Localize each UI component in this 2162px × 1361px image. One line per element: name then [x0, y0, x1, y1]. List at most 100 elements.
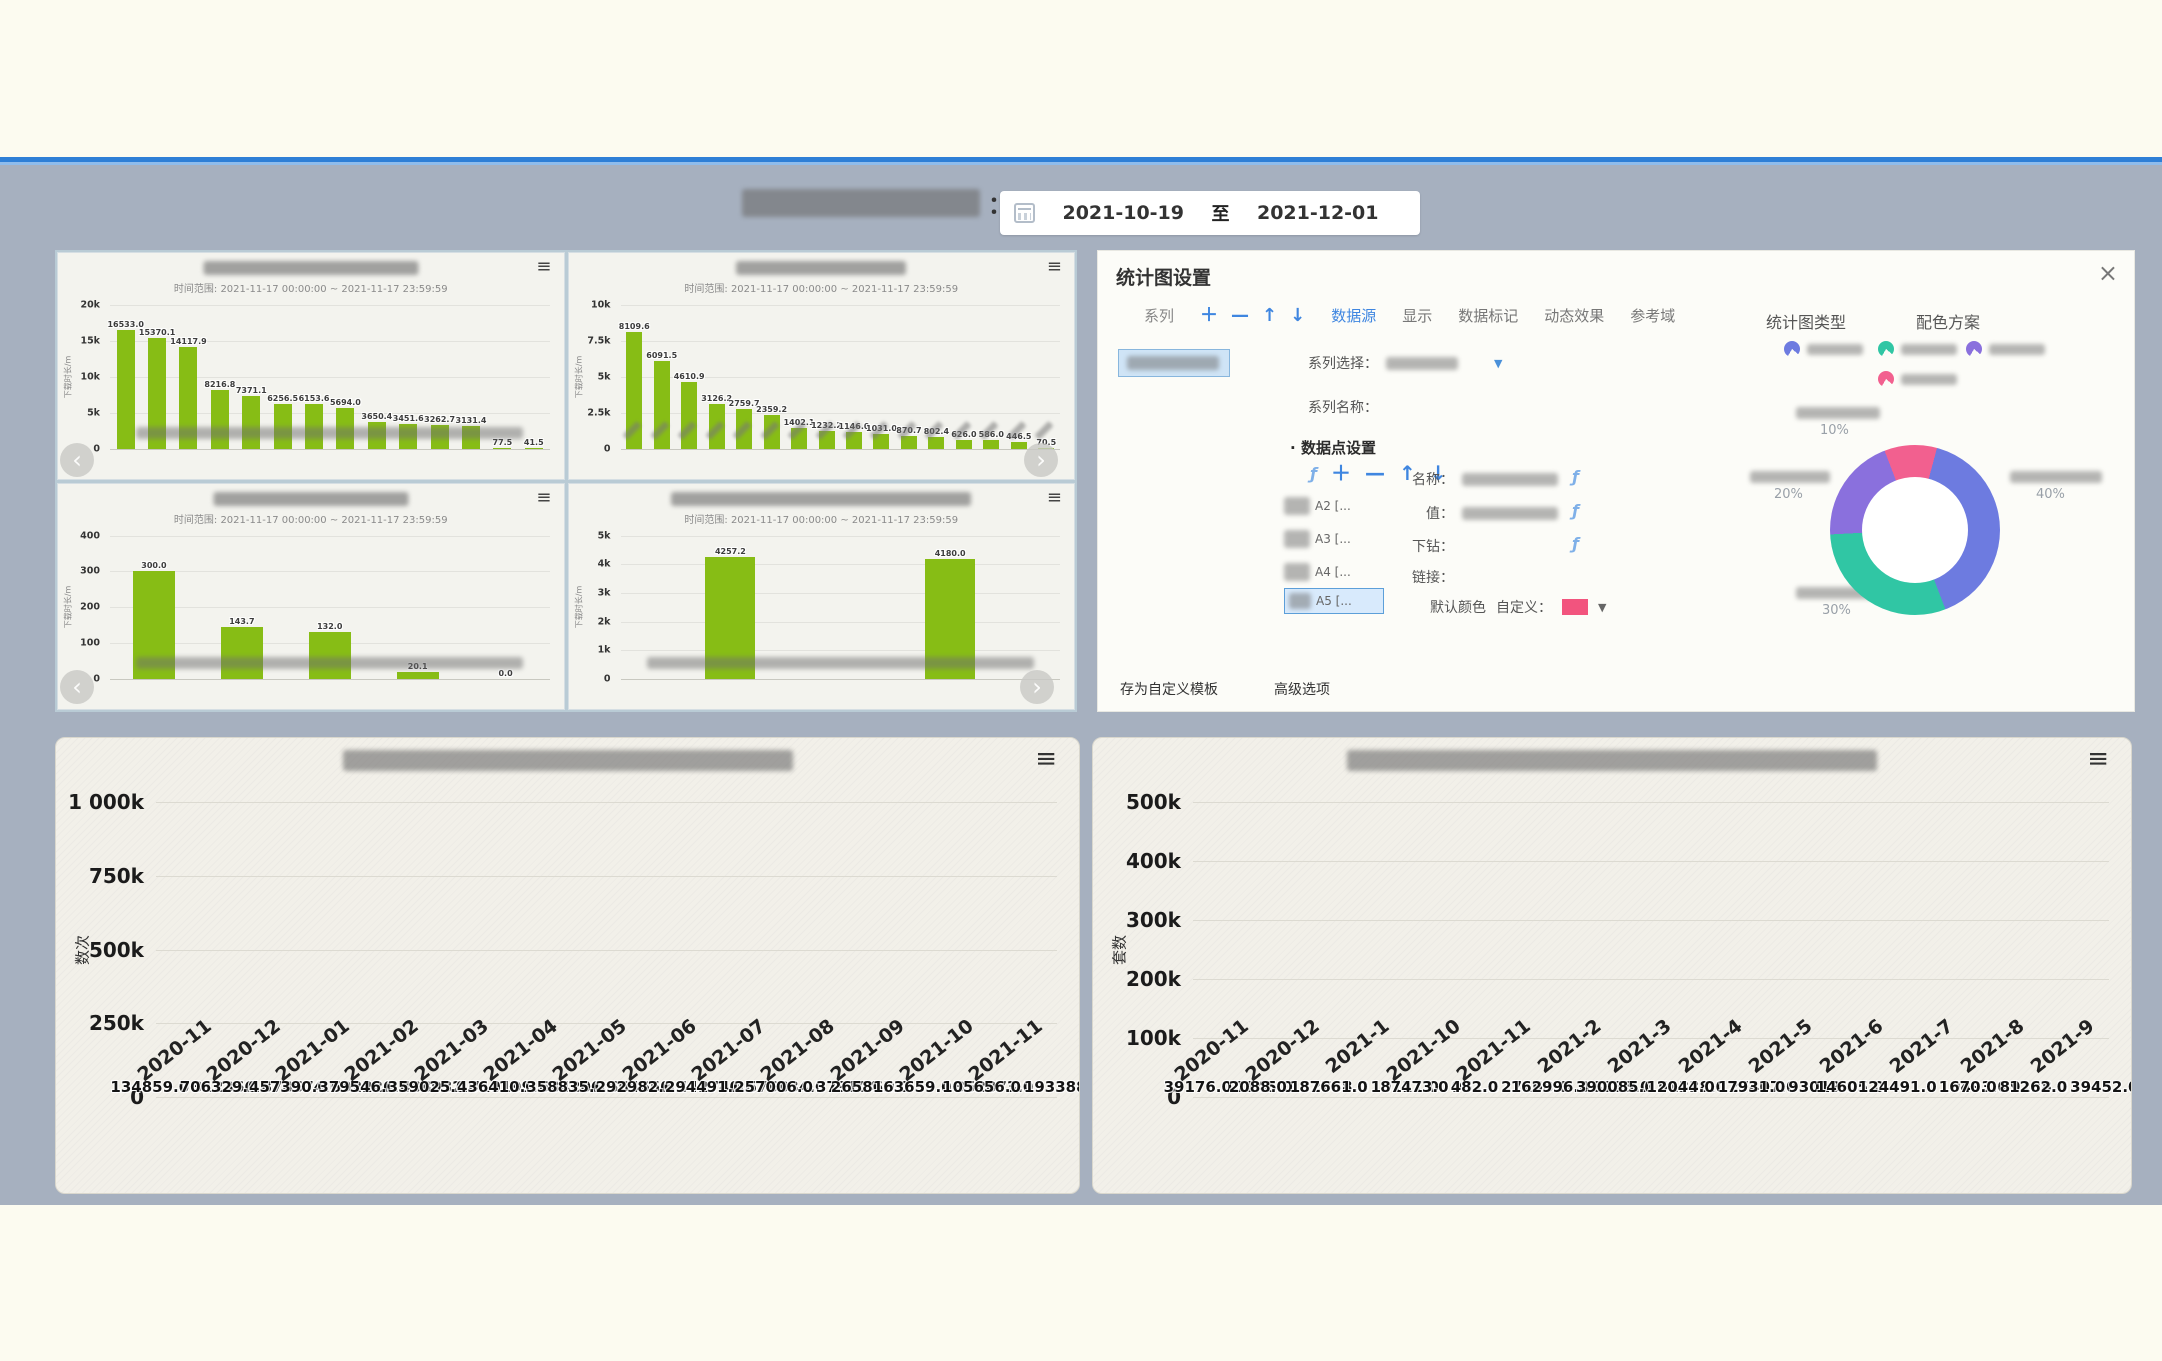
bar-group: 359025.0 710199.0: [388, 802, 549, 1097]
date-start-input[interactable]: 2021-10-19: [1062, 202, 1185, 224]
page-divider-line-light: [0, 162, 2162, 165]
tab-datasource[interactable]: 数据源: [1331, 307, 1377, 325]
redacted-option-label: [1901, 373, 1957, 385]
tab-data-marker[interactable]: 数据标记: [1458, 307, 1519, 325]
chart-type-option-4[interactable]: [1878, 371, 1957, 387]
chart-menu-icon[interactable]: ≡: [1046, 486, 1062, 508]
move-up-icon[interactable]: ↑: [1262, 304, 1278, 326]
list-item[interactable]: A2 [...: [1284, 489, 1384, 522]
y-tick-label: 2k: [597, 616, 611, 628]
add-icon[interactable]: ＋: [1200, 304, 1219, 326]
bar-value-label: 482.0: [1450, 1078, 1499, 1096]
carousel-prev-button[interactable]: ‹: [60, 443, 94, 477]
gridline: [156, 1023, 1057, 1025]
chart-menu-icon[interactable]: ≡: [2087, 744, 2109, 774]
bar-value-label: 127407.0: [1717, 1078, 1797, 1096]
bar-group: 294491.0 576834.0: [665, 802, 826, 1097]
bar-value-label: 3451.6: [392, 413, 424, 423]
bar-value-label: 961.0: [1451, 1078, 1500, 1096]
datapoint-up-icon[interactable]: ↑: [1398, 461, 1416, 485]
chart-menu-icon[interactable]: ≡: [536, 486, 552, 508]
redacted-x-label: [758, 425, 785, 443]
date-end-input[interactable]: 2021-12-01: [1256, 202, 1379, 224]
name-field-label: 名称：: [1412, 472, 1454, 488]
tab-reference[interactable]: 参考域: [1630, 307, 1676, 325]
series-blue: 132768.0: [1290, 1078, 1369, 1097]
carousel-prev-button-2[interactable]: ‹: [60, 670, 94, 704]
fx-icon[interactable]: ƒ: [1572, 501, 1579, 520]
redacted-x-label: [895, 425, 922, 443]
chevron-down-icon[interactable]: ▼: [1598, 600, 1607, 614]
redacted-x-label: [923, 425, 950, 443]
chart-menu-icon[interactable]: ≡: [1046, 256, 1062, 277]
remove-datapoint-icon[interactable]: —: [1364, 461, 1385, 485]
series-red: 294491.0: [665, 1078, 744, 1097]
chart-type-option-1[interactable]: [1784, 341, 1863, 357]
redacted-slice-label: [2010, 471, 2102, 483]
pointer-icon[interactable]: ƒ: [1310, 463, 1317, 483]
y-tick-label: 0: [1167, 1085, 1181, 1109]
y-tick-label: 0: [130, 1085, 144, 1109]
bar-chart-download-4: 下载时长/m 5k 4k 3k 2k 1k 0 4257.2 4180.0: [569, 530, 1075, 685]
chevron-down-icon[interactable]: ▼: [1494, 356, 1503, 370]
grouped-chart-card-left: ≡ 数次 1 000k 750k 500k 250k 0 134859.0 312366.…: [55, 737, 1080, 1194]
bar-pair: 457390.0 692226.0: [249, 1078, 410, 1097]
series-red: 87473.0: [1380, 1078, 1448, 1097]
chart-menu-icon[interactable]: ≡: [536, 256, 552, 277]
bar-value-label: 710199.0: [469, 1078, 549, 1096]
gridline: [110, 412, 550, 414]
close-icon[interactable]: ×: [2097, 259, 2118, 287]
series-red: 1262.0: [2009, 1078, 2067, 1097]
advanced-options-link[interactable]: 高级选项: [1274, 682, 1330, 698]
bar-value-label: 488932.0: [400, 1078, 479, 1096]
carousel-next-button-2[interactable]: ›: [1020, 670, 1054, 704]
remove-icon[interactable]: —: [1231, 304, 1250, 326]
series-blue: 193388.0: [1024, 1078, 1079, 1097]
tab-dynamic-effect[interactable]: 动态效果: [1544, 307, 1605, 325]
carousel-next-button[interactable]: ›: [1024, 443, 1058, 477]
chart-menu-icon[interactable]: ≡: [1035, 744, 1057, 774]
selected-series-item[interactable]: [1118, 349, 1230, 377]
list-item[interactable]: A3 [...: [1284, 522, 1384, 555]
tab-display[interactable]: 显示: [1402, 307, 1433, 325]
chart-type-option-3[interactable]: [1966, 341, 2045, 357]
fx-icon[interactable]: ƒ: [1572, 534, 1579, 553]
redacted-x-axis: [136, 657, 524, 669]
redacted-page-title: [742, 188, 980, 217]
bar-value-label: 77.5: [492, 437, 513, 447]
list-item[interactable]: A4 [...: [1284, 555, 1384, 588]
datapoint-down-icon[interactable]: ↓: [1429, 461, 1447, 485]
gridline: [110, 535, 550, 537]
series-blue: 10493.0: [1940, 1078, 2008, 1097]
move-down-icon[interactable]: ↓: [1290, 304, 1306, 326]
chart-subtitle: 时间范围: 2021-11-17 00:00:00 ~ 2021-11-17 2…: [684, 514, 959, 526]
chart-type-option-2[interactable]: [1878, 341, 1957, 357]
bar-pair: 359025.0 710199.0: [388, 1078, 549, 1097]
date-range-picker[interactable]: 2021-10-19 至 2021-12-01: [1000, 191, 1420, 235]
save-template-link[interactable]: 存为自定义模板: [1120, 682, 1218, 698]
bar-value-label: 2088.0: [1228, 1078, 1287, 1096]
list-item-selected[interactable]: A5 [...: [1284, 588, 1384, 614]
series-red: 12044.0: [1646, 1078, 1714, 1097]
add-datapoint-icon[interactable]: ＋: [1330, 461, 1351, 485]
bar-pair: 2088.0 132768.0: [1229, 1078, 1369, 1097]
bar-pair: 134859.0 312366.0: [110, 1078, 271, 1097]
bar-group: 265865.0: [831, 802, 918, 1097]
bar-value-label: 16533.0: [107, 319, 144, 329]
color-swatch[interactable]: [1562, 599, 1588, 615]
series-red: 706329.0: [180, 1078, 259, 1097]
redacted-option-label: [1807, 343, 1863, 355]
y-axis: 20k 15k 10k 5k 0: [58, 300, 104, 455]
redacted-x-label: [785, 425, 812, 443]
gridline: [620, 621, 1060, 623]
chart-subtitle: 时间范围: 2021-11-17 00:00:00 ~ 2021-11-17 2…: [173, 514, 448, 526]
gridline: [1193, 979, 2109, 980]
bar-value-label: 134859.0: [110, 1078, 190, 1096]
bar-pair: 12044.0 127407.0: [1646, 1078, 1796, 1097]
fx-icon[interactable]: ƒ: [1572, 467, 1579, 486]
bar-value-label: 436410.0: [456, 1078, 536, 1096]
series-blue: 1145.0: [1235, 1078, 1293, 1097]
chart-subtitle: 时间范围: 2021-11-17 00:00:00 ~ 2021-11-17 2…: [684, 284, 959, 295]
series-blue: 89138.0: [2000, 1078, 2068, 1097]
plot-area: 39176.0 1145.0 2088.0 132768.0 87661.0 10111.…: [1164, 802, 2131, 1098]
